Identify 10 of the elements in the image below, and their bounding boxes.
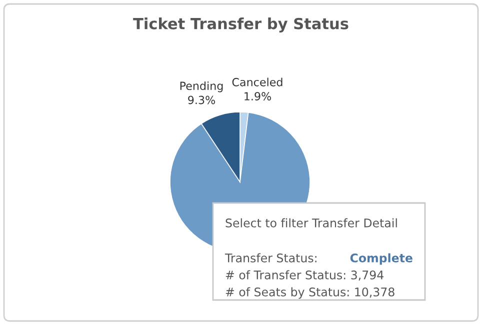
text: # of Transfer Status: 3,794: [226, 270, 384, 281]
text: # of Seats by Status: 10,378: [226, 287, 394, 299]
slice-label: Complete: [350, 253, 412, 265]
text: Select to filter Transfer Detail: [226, 218, 397, 228]
text: Transfer Status:: [224, 253, 316, 262]
slice-label: Pending: [180, 81, 223, 92]
slice-label: Canceled: [232, 78, 282, 86]
data-label: 1.9%: [244, 92, 271, 100]
chart-title: Ticket Transfer by Status: [133, 18, 348, 32]
data-label: 9.3%: [188, 96, 215, 104]
